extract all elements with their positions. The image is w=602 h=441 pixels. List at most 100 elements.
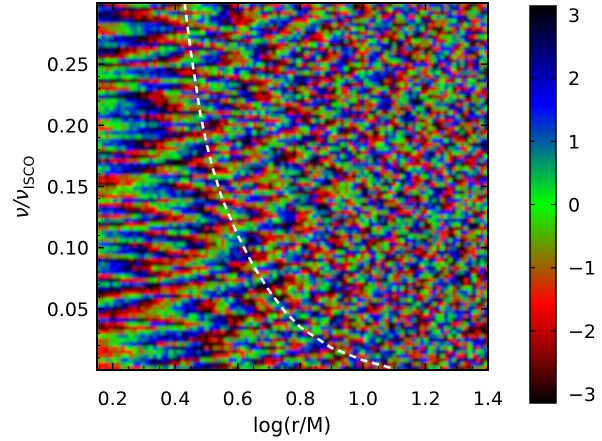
heatmap-cell — [360, 90, 365, 96]
heatmap-cell — [308, 66, 314, 72]
heatmap-cell — [268, 186, 274, 192]
heatmap-cell — [356, 62, 361, 68]
heatmap-cell — [448, 174, 453, 180]
heatmap-cell — [304, 182, 310, 188]
heatmap-cell — [424, 98, 429, 104]
heatmap-cell — [160, 202, 166, 208]
heatmap-cell — [468, 82, 473, 88]
heatmap-cell — [232, 90, 238, 96]
heatmap-cell — [436, 114, 441, 120]
heatmap-cell — [148, 162, 154, 168]
heatmap-cell — [292, 74, 298, 80]
heatmap-cell — [420, 122, 425, 128]
heatmap-cell — [240, 70, 246, 76]
heatmap-cell — [168, 54, 174, 60]
heatmap-cell — [324, 134, 330, 140]
heatmap-cell — [136, 170, 142, 176]
heatmap-cell — [432, 78, 437, 84]
heatmap-cell — [228, 178, 234, 184]
heatmap-cell — [136, 90, 142, 96]
heatmap-cell — [184, 138, 190, 144]
heatmap-cell — [156, 154, 162, 160]
heatmap-cell — [236, 166, 242, 172]
heatmap-cell — [312, 34, 318, 40]
heatmap-cell — [440, 150, 445, 156]
heatmap-cell — [472, 198, 477, 204]
heatmap-cell — [148, 70, 154, 76]
heatmap-cell — [484, 3, 488, 8]
heatmap-cell — [192, 10, 198, 16]
heatmap-cell — [140, 178, 146, 184]
heatmap-cell — [480, 58, 485, 64]
heatmap-cell — [440, 198, 445, 204]
heatmap-cell — [352, 18, 357, 24]
heatmap-cell — [156, 134, 162, 140]
heatmap-cell — [208, 14, 214, 20]
heatmap-cell — [172, 150, 178, 156]
heatmap-cell — [220, 86, 226, 92]
heatmap-cell — [260, 118, 266, 124]
heatmap-cell — [188, 94, 194, 100]
heatmap-cell — [376, 10, 381, 16]
heatmap-cell — [456, 202, 461, 208]
heatmap-cell — [288, 106, 294, 112]
heatmap-cell — [148, 98, 154, 104]
heatmap-cell — [424, 146, 429, 152]
heatmap-cell — [388, 42, 393, 48]
heatmap-cell — [192, 178, 198, 184]
heatmap-cell — [160, 162, 166, 168]
heatmap-cell — [212, 178, 218, 184]
heatmap-cell — [312, 42, 318, 48]
heatmap-cell — [184, 3, 190, 8]
heatmap-cell — [392, 86, 397, 92]
heatmap-cell — [396, 46, 401, 52]
heatmap-cell — [224, 6, 230, 12]
heatmap-cell — [448, 106, 453, 112]
heatmap-cell — [248, 138, 254, 144]
heatmap-cell — [468, 90, 473, 96]
heatmap-cell — [216, 46, 222, 52]
heatmap-cell — [236, 18, 242, 24]
heatmap-cell — [472, 138, 477, 144]
heatmap-cell — [288, 34, 294, 40]
heatmap-cell — [448, 178, 453, 184]
heatmap-cell — [420, 50, 425, 56]
heatmap-cell — [292, 150, 298, 156]
heatmap-cell — [136, 166, 142, 172]
heatmap-cell — [208, 146, 214, 152]
heatmap-cell — [460, 134, 465, 140]
heatmap-cell — [316, 190, 322, 196]
heatmap-cell — [156, 126, 162, 132]
heatmap-cell — [140, 30, 146, 36]
heatmap-cell — [252, 86, 258, 92]
heatmap-cell — [428, 202, 433, 208]
heatmap-cell — [204, 98, 210, 104]
heatmap-cell — [176, 194, 182, 200]
heatmap-cell — [216, 130, 222, 136]
heatmap-cell — [452, 150, 457, 156]
heatmap-cell — [348, 178, 353, 184]
heatmap-cell — [472, 6, 477, 12]
heatmap-cell — [392, 70, 397, 76]
heatmap-cell — [368, 94, 373, 100]
heatmap-cell — [100, 82, 106, 88]
heatmap-cell — [128, 106, 134, 112]
heatmap-cell — [440, 46, 445, 52]
heatmap-cell — [140, 154, 146, 160]
heatmap-cell — [152, 78, 158, 84]
heatmap-cell — [460, 106, 465, 112]
heatmap-cell — [212, 34, 218, 40]
heatmap-cell — [140, 142, 146, 148]
heatmap-cell — [220, 82, 226, 88]
heatmap-cell — [452, 154, 457, 160]
heatmap-cell — [300, 138, 306, 144]
heatmap-cell — [188, 146, 194, 152]
heatmap-cell — [260, 22, 266, 28]
heatmap-cell — [356, 50, 361, 56]
heatmap-cell — [124, 78, 130, 84]
heatmap-cell — [404, 102, 409, 108]
heatmap-cell — [360, 46, 365, 52]
heatmap-cell — [100, 50, 106, 56]
heatmap-cell — [328, 6, 333, 12]
heatmap-cell — [444, 118, 449, 124]
